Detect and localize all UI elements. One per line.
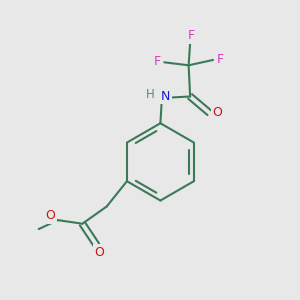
Text: F: F: [188, 29, 195, 42]
Text: F: F: [217, 53, 224, 66]
Text: H: H: [146, 88, 155, 101]
Text: O: O: [45, 209, 55, 222]
Text: O: O: [212, 106, 222, 119]
Text: N: N: [161, 90, 170, 103]
Text: F: F: [154, 55, 161, 68]
Text: O: O: [94, 246, 104, 259]
